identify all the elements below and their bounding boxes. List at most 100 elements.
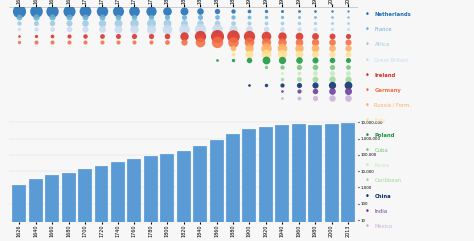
- Point: [344, 21, 352, 25]
- Point: [65, 27, 73, 31]
- Point: [295, 89, 302, 93]
- Point: [328, 52, 336, 56]
- Text: •: •: [365, 222, 370, 231]
- Bar: [160, 154, 174, 241]
- Point: [262, 59, 270, 62]
- Point: [147, 15, 155, 19]
- Point: [81, 9, 89, 13]
- Point: [81, 52, 89, 56]
- Point: [16, 83, 23, 87]
- Point: [262, 40, 270, 44]
- Point: [295, 77, 302, 81]
- Point: [180, 9, 187, 13]
- Point: [130, 71, 138, 75]
- Point: [16, 15, 23, 19]
- Point: [295, 15, 302, 19]
- Point: [180, 52, 187, 56]
- Point: [229, 40, 237, 44]
- Point: [279, 46, 286, 50]
- Point: [16, 77, 23, 81]
- Point: [311, 9, 319, 13]
- Point: [328, 21, 336, 25]
- Bar: [308, 125, 322, 241]
- Point: [81, 46, 89, 50]
- Point: [114, 34, 122, 38]
- Point: [311, 89, 319, 93]
- Point: [65, 83, 73, 87]
- Point: [65, 65, 73, 68]
- Point: [229, 34, 237, 38]
- Point: [196, 71, 204, 75]
- Point: [164, 65, 171, 68]
- Point: [196, 96, 204, 100]
- Point: [32, 83, 39, 87]
- Point: [196, 46, 204, 50]
- Point: [48, 89, 56, 93]
- Point: [98, 46, 105, 50]
- Point: [65, 52, 73, 56]
- Point: [130, 83, 138, 87]
- Point: [262, 83, 270, 87]
- Point: [48, 15, 56, 19]
- Point: [147, 46, 155, 50]
- Point: [130, 77, 138, 81]
- Point: [279, 40, 286, 44]
- Point: [295, 65, 302, 68]
- Point: [164, 89, 171, 93]
- Bar: [62, 173, 76, 241]
- Bar: [325, 124, 338, 241]
- Point: [229, 89, 237, 93]
- Point: [48, 21, 56, 25]
- Point: [130, 40, 138, 44]
- Point: [180, 65, 187, 68]
- Point: [344, 89, 352, 93]
- Point: [98, 27, 105, 31]
- Point: [114, 71, 122, 75]
- Point: [213, 46, 220, 50]
- Point: [196, 27, 204, 31]
- Point: [213, 59, 220, 62]
- Point: [114, 96, 122, 100]
- Point: [98, 52, 105, 56]
- Text: Korea: Korea: [374, 163, 389, 168]
- Bar: [226, 134, 240, 241]
- Point: [65, 21, 73, 25]
- Point: [180, 21, 187, 25]
- Point: [98, 21, 105, 25]
- Text: •: •: [365, 146, 370, 155]
- Point: [279, 27, 286, 31]
- Point: [279, 21, 286, 25]
- Point: [65, 71, 73, 75]
- Point: [16, 96, 23, 100]
- Text: Caribbean: Caribbean: [374, 178, 401, 183]
- Point: [328, 89, 336, 93]
- Point: [328, 77, 336, 81]
- Point: [164, 96, 171, 100]
- Point: [147, 40, 155, 44]
- Point: [16, 59, 23, 62]
- Point: [213, 65, 220, 68]
- Point: [81, 96, 89, 100]
- Point: [180, 77, 187, 81]
- Point: [48, 59, 56, 62]
- Point: [344, 46, 352, 50]
- Text: Netherlands: Netherlands: [374, 12, 411, 17]
- Point: [229, 65, 237, 68]
- Point: [196, 40, 204, 44]
- Point: [180, 71, 187, 75]
- Point: [262, 15, 270, 19]
- Point: [196, 83, 204, 87]
- Bar: [94, 166, 109, 241]
- Point: [295, 27, 302, 31]
- Text: •: •: [365, 101, 370, 110]
- Text: Mexico: Mexico: [374, 224, 393, 229]
- Point: [229, 96, 237, 100]
- Point: [213, 89, 220, 93]
- Point: [344, 34, 352, 38]
- Point: [81, 77, 89, 81]
- Point: [328, 71, 336, 75]
- Point: [81, 59, 89, 62]
- Point: [344, 15, 352, 19]
- Point: [279, 52, 286, 56]
- Point: [229, 27, 237, 31]
